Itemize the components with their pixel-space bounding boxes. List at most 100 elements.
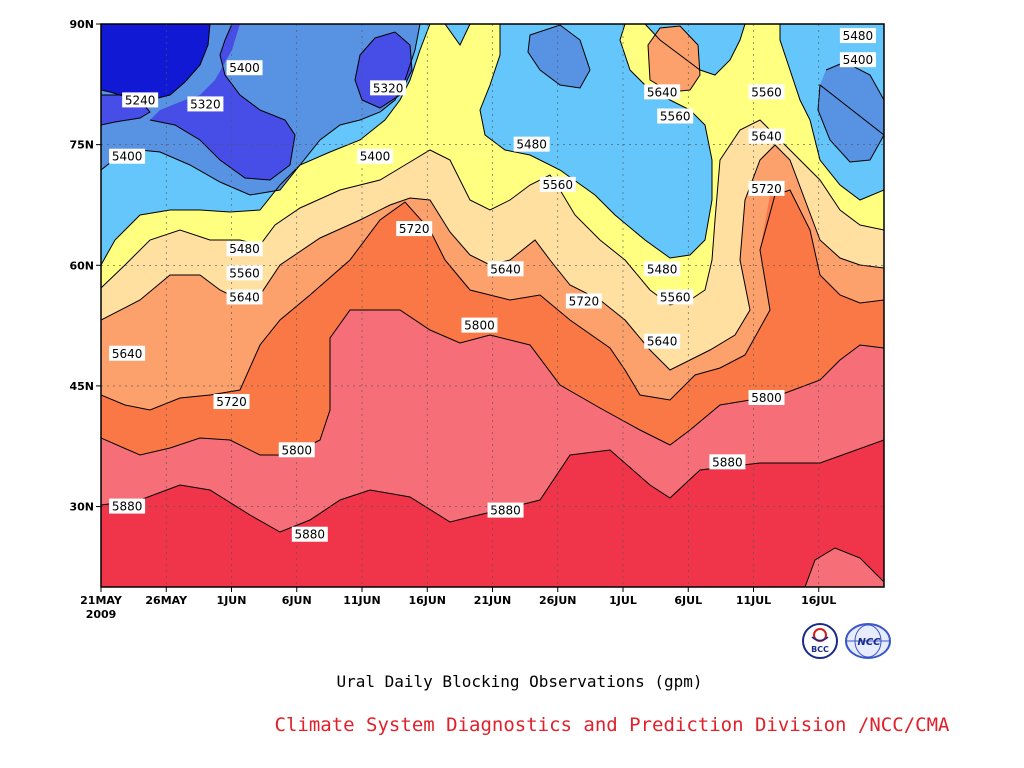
- contour-label-bg: [461, 317, 498, 333]
- contour-label-text: 5320: [190, 97, 221, 111]
- contour-label-text: 5480: [843, 29, 874, 43]
- contour-label-bg: [226, 265, 263, 281]
- y-tick-label: 90N: [69, 18, 94, 31]
- contour-label-text: 5480: [516, 138, 547, 152]
- contour-label-bg: [487, 261, 524, 277]
- contour-label: 5480: [644, 261, 681, 277]
- contour-label-text: 5400: [229, 61, 260, 75]
- contour-line-5480: [101, 24, 884, 266]
- x-tick-label: 6JUL: [674, 594, 702, 607]
- contour-label-bg: [657, 108, 694, 124]
- contour-label-text: 5880: [112, 500, 143, 514]
- contour-label: 5640: [226, 289, 263, 305]
- contour-label-bg: [748, 180, 785, 196]
- contour-label-text: 5800: [464, 319, 495, 333]
- contour-label: 5880: [709, 454, 746, 470]
- contour-label-text: 5560: [229, 266, 260, 280]
- contour-label-bg: [748, 128, 785, 144]
- x-tick-label: 6JUN: [282, 594, 312, 607]
- y-tick-label: 30N: [69, 501, 94, 514]
- contour-label-bg: [278, 442, 315, 458]
- contour-label-bg: [357, 148, 394, 164]
- contour-label: 5320: [187, 96, 224, 112]
- contour-label-text: 5240: [125, 93, 156, 107]
- contour-label-text: 5640: [751, 130, 782, 144]
- contour-label-bg: [226, 289, 263, 305]
- contour-label: 5400: [109, 148, 146, 164]
- contour-label-bg: [291, 526, 328, 542]
- contour-label: 5640: [487, 261, 524, 277]
- contour-label: 5400: [226, 60, 263, 76]
- contour-label-text: 5560: [660, 290, 691, 304]
- contour-label: 5400: [839, 52, 876, 68]
- contour-label: 5720: [748, 180, 785, 196]
- contour-label-bg: [644, 261, 681, 277]
- contour-label-bg: [839, 28, 876, 44]
- contour-label-text: 5640: [647, 335, 678, 349]
- x-tick-label: 11JUL: [736, 594, 771, 607]
- contour-label-text: 5640: [490, 262, 521, 276]
- contour-label: 5880: [487, 502, 524, 518]
- contour-label-text: 5560: [660, 109, 691, 123]
- contour-label-text: 5480: [229, 242, 260, 256]
- contour-label-text: 5800: [751, 391, 782, 405]
- contour-label-bg: [370, 80, 407, 96]
- contour-label-text: 5400: [360, 150, 391, 164]
- contour-label-text: 5640: [112, 347, 143, 361]
- x-tick-label: 26MAY: [145, 594, 188, 607]
- contour-label: 5800: [461, 317, 498, 333]
- x-year-label: 2009: [86, 608, 117, 621]
- contour-label-bg: [657, 289, 694, 305]
- contour-label-text: 5800: [281, 443, 312, 457]
- contour-label: 5400: [357, 148, 394, 164]
- contour-line-5880-patch: [804, 547, 884, 587]
- ncc-logo-text: NCC: [857, 637, 881, 648]
- contour-line-5240: [101, 24, 211, 101]
- contour-label-text: 5640: [229, 290, 260, 304]
- contour-label: 5880: [109, 498, 146, 514]
- contour-label-text: 5480: [647, 262, 678, 276]
- x-tick-label: 16JUL: [801, 594, 836, 607]
- contour-label: 5320: [370, 80, 407, 96]
- contour-label-text: 5400: [843, 53, 874, 67]
- contour-labels: 5240 5320 5320 5400 5400 5400 5400 5480 5480 5480…: [109, 28, 876, 542]
- contour-label-bg: [709, 454, 746, 470]
- contour-label: 5560: [657, 289, 694, 305]
- contour-label-text: 5560: [542, 178, 573, 192]
- contour-label-bg: [487, 502, 524, 518]
- contour-label-text: 5880: [490, 504, 521, 518]
- footer-credit: Climate System Diagnostics and Predictio…: [274, 714, 950, 736]
- contour-label-text: 5320: [373, 81, 404, 95]
- y-tick-label: 75N: [69, 139, 94, 152]
- y-tick-label: 45N: [69, 380, 94, 393]
- contour-label-bg: [644, 84, 681, 100]
- x-tick-label: 21JUN: [474, 594, 512, 607]
- contour-label: 5640: [748, 128, 785, 144]
- fill-above-5880-b: [805, 548, 884, 587]
- contour-label-bg: [109, 345, 146, 361]
- contour-label: 5720: [565, 293, 602, 309]
- contour-label-text: 5720: [569, 294, 600, 308]
- contour-label-bg: [226, 241, 263, 257]
- contour-label-bg: [122, 92, 159, 108]
- fill-5320-5400-c: [818, 62, 884, 162]
- contour-label-bg: [539, 176, 576, 192]
- contour-label: 5560: [657, 108, 694, 124]
- contour-label-text: 5880: [712, 455, 743, 469]
- contour-label-bg: [644, 333, 681, 349]
- contour-label-bg: [109, 498, 146, 514]
- contour-line-5400: [101, 24, 884, 196]
- contour-label-bg: [839, 52, 876, 68]
- contour-label: 5480: [839, 28, 876, 44]
- contour-label-bg: [226, 60, 263, 76]
- ncc-logo-icon: NCC: [844, 622, 892, 660]
- chart-subtitle: Ural Daily Blocking Observations (gpm): [336, 672, 703, 691]
- contour-label-text: 5400: [112, 150, 143, 164]
- bcc-logo-icon: BCC: [800, 622, 840, 660]
- fill-5640-patch: [648, 26, 700, 92]
- contour-label: 5800: [748, 389, 785, 405]
- x-tick-label: 16JUN: [408, 594, 446, 607]
- contour-label-bg: [396, 221, 433, 237]
- contour-label-bg: [565, 293, 602, 309]
